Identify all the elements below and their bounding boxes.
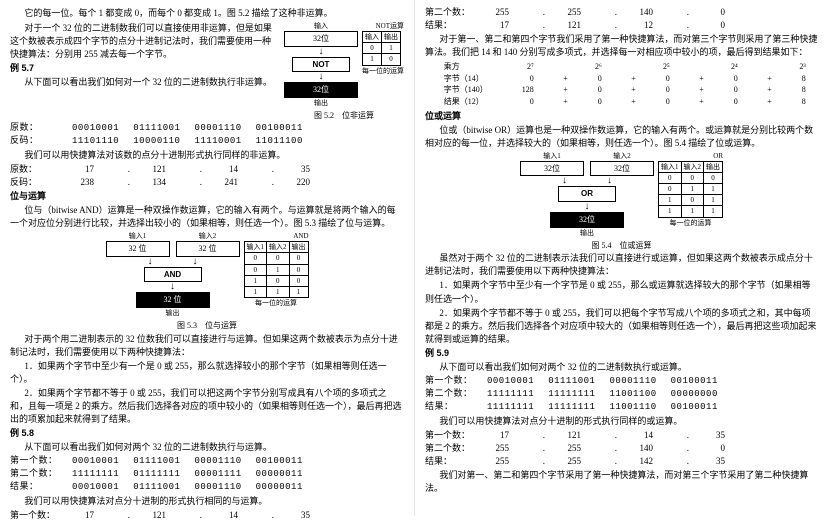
label: 输出 xyxy=(314,99,328,107)
box: 32位 xyxy=(284,82,358,98)
fig52-wrap: 对于一个 32 位的二进制数我们可以直接使用非运算，但是如果这个数被表示成四个字… xyxy=(10,21,404,122)
fig53: 输入1 32 位 输入2 32 位 ↓ ↓ AND xyxy=(10,231,404,332)
box: 32位 xyxy=(520,161,584,177)
arrow-down-icon: ↓ xyxy=(607,176,612,186)
para: 位或（bitwise OR）运算也是一种双操作数运算，它的输入有两个。或运算就是… xyxy=(425,124,818,150)
not-box: NOT xyxy=(292,57,350,73)
para: 我们可以用快捷算法对点分十进制的形式执行同样的或运算。 xyxy=(425,415,818,428)
para: 我们可以用快捷算法对该数的点分十进制形式执行同样的非运算。 xyxy=(10,149,404,162)
fig-caption: 图 5.4 位或运算 xyxy=(520,240,723,252)
label: 输入1 xyxy=(106,231,170,241)
section-heading: 位或运算 xyxy=(425,110,818,123)
dotted-row: 第二个数： 255. 255. 140. 0 xyxy=(425,6,818,19)
label: 输入1 xyxy=(520,151,584,161)
example-heading: 例 5.9 xyxy=(425,347,818,360)
binary-row: 结果： 1111111111111111 1100111000100011 xyxy=(425,401,818,414)
para: 2．如果两个字节都不等于 0 或 255，我们可以把这两个字节分别写成具有八个项… xyxy=(10,387,404,426)
binary-row: 第一个数： 0001000101111001 0000111000100011 xyxy=(10,455,404,468)
fig-caption: 图 5.3 位与运算 xyxy=(106,320,309,332)
label: 输入 xyxy=(314,22,328,30)
box: 32位 xyxy=(550,212,624,228)
label: 输入2 xyxy=(590,151,654,161)
arrow-down-icon: ↓ xyxy=(148,257,153,267)
binary-row: 第二个数： 1111111111111111 1100110000000000 xyxy=(425,388,818,401)
left-column: 它的每一位。每个 1 都变成 0，而每个 0 都变成 1。图 5.2 描绘了这种… xyxy=(0,0,414,516)
box: 32位 xyxy=(284,31,358,47)
arrow-down-icon: ↓ xyxy=(319,47,324,57)
box: 32 位 xyxy=(106,241,170,257)
page: 它的每一位。每个 1 都变成 0，而每个 0 都变成 1。图 5.2 描绘了这种… xyxy=(0,0,828,516)
para: 1．如果两个字节中至少有一个是 0 或 255，那么就选择较小的那个字节（如果相… xyxy=(10,360,404,386)
binary-row: 第二个数： 1111111101111111 0000111100000011 xyxy=(10,468,404,481)
arrow-down-icon: ↓ xyxy=(193,257,198,267)
example-heading: 例 5.7 xyxy=(10,62,276,75)
binary-row: 反码： 1110111010000110 1111000111011100 xyxy=(10,135,404,148)
para: 从下面可以看出我们如何对一个 32 位的二进制数执行非运算。 xyxy=(10,76,276,89)
dotted-row: 结果： 255. 255. 142. 35 xyxy=(425,455,818,468)
truth-table: 输入1输入2输出 000 011 101 111 xyxy=(658,161,723,218)
label: 输出 xyxy=(166,308,180,318)
dotted-row: 原数： 17. 121. 14. 35 xyxy=(10,163,404,176)
para: 1．如果两个字节中至少有一个字节是 0 或 255，那么或运算就选择较大的那个字… xyxy=(425,279,818,305)
arrow-down-icon: ↓ xyxy=(562,176,567,186)
para: 我们对第一、第二和第四个字节采用了第一种快捷算法，而对第三个字节采用了第二种快捷… xyxy=(425,469,818,495)
para: 我们可以用快捷算法对点分十进制的形式执行相同的与运算。 xyxy=(10,495,404,508)
label: 每一位的运算 xyxy=(658,218,723,228)
para: 对于两个用二进制表示的 32 位数我们可以直接进行与运算。但如果这两个数被表示为… xyxy=(10,333,404,359)
label: 每一位的运算 xyxy=(244,298,309,308)
arrow-down-icon: ↓ xyxy=(319,72,324,82)
binary-row: 结果： 0001000101111001 0000111000000011 xyxy=(10,481,404,494)
dotted-row: 第一个数： 17. 121. 14. 35 xyxy=(425,429,818,442)
truth-table: 输入输出 01 10 xyxy=(362,31,401,65)
fig54: 输入1 32位 输入2 32位 ↓ ↓ OR xyxy=(425,151,818,252)
binary-row: 原数： 0001000101111001 0000111000100011 xyxy=(10,122,404,135)
para: 对于一个 32 位的二进制数我们可以直接使用非运算，但是如果这个数被表示成四个字… xyxy=(10,22,276,61)
label: 每一位的运算 xyxy=(362,66,404,76)
para: 虽然对于两个 32 位的二进制表示法我们可以直接进行或运算，但如果这两个数被表示… xyxy=(425,252,818,278)
label: NOT运算 xyxy=(362,21,404,31)
power-table: 乘方 2⁷ 2⁶ 2⁵ 2⁴ 2³ 2² 2¹ 2⁰ 字节（14）0+0+0+0… xyxy=(438,61,828,107)
label: 输入2 xyxy=(176,231,240,241)
para: 2．如果两个字节都不等于 0 或 255，我们可以把每个字节写成八个项的多项式之… xyxy=(425,307,818,346)
label: OR xyxy=(658,151,723,161)
right-column: 第二个数： 255. 255. 140. 0 结果： 17. 121. 12. … xyxy=(414,0,828,516)
box: 32 位 xyxy=(176,241,240,257)
section-heading: 位与运算 xyxy=(10,190,404,203)
para: 它的每一位。每个 1 都变成 0，而每个 0 都变成 1。图 5.2 描绘了这种… xyxy=(10,7,404,20)
and-box: AND xyxy=(144,267,202,283)
dotted-row: 结果： 17. 121. 12. 0 xyxy=(425,19,818,32)
dotted-row: 第二个数： 255. 255. 140. 0 xyxy=(425,442,818,455)
box: 32位 xyxy=(590,161,654,177)
fig52: 输入 32位 ↓ NOT ↓ 32位 输出 NOT运算 输入输出 01 10 xyxy=(284,21,404,122)
arrow-down-icon: ↓ xyxy=(585,202,590,212)
dotted-row: 反码： 238. 134. 241. 220 xyxy=(10,176,404,189)
label: 输出 xyxy=(580,228,594,238)
arrow-down-icon: ↓ xyxy=(170,282,175,292)
or-box: OR xyxy=(558,186,616,202)
para: 从下面可以看出我们如何对两个 32 位的二进制数执行或运算。 xyxy=(425,361,818,374)
box: 32 位 xyxy=(136,292,210,308)
binary-row: 第一个数： 0001000101111001 0000111000100011 xyxy=(425,375,818,388)
para: 对于第一、第二和第四个字节我们采用了第一种快捷算法，而对第三个字节则采用了第三种… xyxy=(425,33,818,59)
fig-caption: 图 5.2 位非运算 xyxy=(284,110,404,122)
para: 位与（bitwise AND）运算是一种双操作数运算，它的输入有两个。与运算就是… xyxy=(10,204,404,230)
example-heading: 例 5.8 xyxy=(10,427,404,440)
label: AND xyxy=(244,231,309,241)
para: 从下面可以看出我们如何对两个 32 位的二进制数执行与运算。 xyxy=(10,441,404,454)
truth-table: 输入1输入2输出 000 010 100 111 xyxy=(244,241,309,298)
